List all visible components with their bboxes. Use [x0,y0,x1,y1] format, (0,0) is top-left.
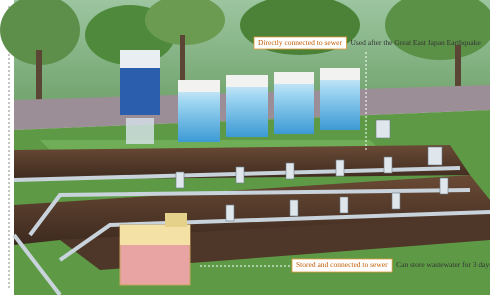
callout-note: Can store wastewater for 3 days [396,260,490,269]
callout-title: Stored and connected to sewer [296,260,388,269]
illustration: Directly connected to sewer Used after t… [0,0,490,295]
callout-title: Directly connected to sewer [258,38,342,47]
callout-note: Used after the Great East Japan Earthqua… [350,38,481,47]
toilet-base [126,118,154,144]
page: Directly connected to sewer Used after t… [0,0,490,295]
toilet-roof [120,50,160,68]
storage-inlet [165,213,187,227]
storage-tank-top [120,225,190,245]
